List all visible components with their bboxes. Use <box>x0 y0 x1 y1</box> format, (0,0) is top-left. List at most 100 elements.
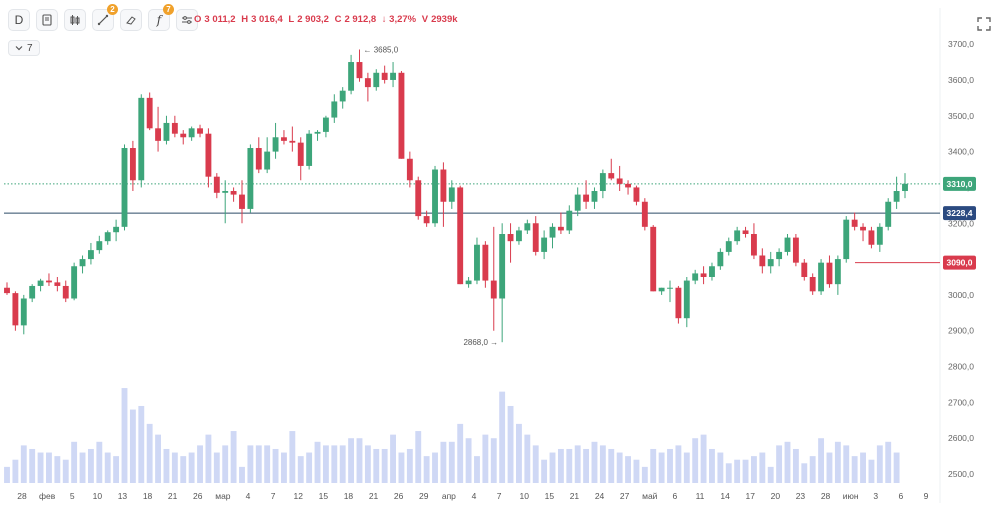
volume-bar <box>171 452 178 483</box>
studies-count: 7 <box>27 42 33 54</box>
volume-bar <box>71 441 78 483</box>
x-tick-label: 20 <box>771 491 781 501</box>
x-tick-label: апр <box>442 491 456 501</box>
volume-bar <box>868 459 875 483</box>
volume-bar <box>239 466 245 483</box>
volume-bar <box>843 445 850 483</box>
volume-bar <box>322 445 329 483</box>
candle-body <box>289 140 296 143</box>
candle-body <box>348 62 355 91</box>
x-tick-label: 14 <box>720 491 730 501</box>
x-tick-label: 29 <box>419 491 429 501</box>
settings-button[interactable] <box>176 9 198 31</box>
candle-body <box>230 191 237 195</box>
volume-bar <box>272 448 279 483</box>
volume-bar <box>348 438 355 483</box>
volume-bar <box>306 452 313 483</box>
x-tick-label: май <box>642 491 658 501</box>
fullscreen-icon[interactable] <box>976 16 992 32</box>
x-tick-label: 6 <box>673 491 678 501</box>
candle-body <box>87 250 94 260</box>
indicators-button[interactable]: f 7 <box>148 4 174 31</box>
candle-body <box>272 137 279 152</box>
candle-body <box>415 180 422 217</box>
volume-bar <box>499 391 506 483</box>
x-tick-label: 3 <box>873 491 878 501</box>
volume-bar <box>104 452 111 483</box>
candle-body <box>423 216 430 224</box>
volume-bar <box>29 448 36 483</box>
volume-bar <box>213 452 220 483</box>
candle-body <box>557 226 564 231</box>
x-tick-label: мар <box>215 491 231 501</box>
volume-bar <box>364 445 371 483</box>
candle-body <box>213 176 220 193</box>
candle-body <box>809 276 816 292</box>
volume-bar <box>482 434 489 483</box>
candle-body <box>163 122 170 141</box>
studies-toggle[interactable]: 7 <box>8 40 40 56</box>
candle-body <box>725 241 732 252</box>
candle-body <box>71 266 78 299</box>
volume-bar <box>776 445 783 483</box>
eraser-button[interactable] <box>120 9 142 31</box>
candle-body <box>641 201 648 227</box>
y-tick-label: 3700,0 <box>948 39 974 49</box>
volume-bar <box>683 452 690 483</box>
candle-body <box>860 226 866 231</box>
x-tick-label: 11 <box>696 491 705 501</box>
y-tick-label: 2500,0 <box>948 469 974 479</box>
current-price-label: 3310,0 <box>947 179 973 189</box>
volume-bar <box>205 434 212 483</box>
eraser-icon <box>126 16 136 25</box>
interval-button[interactable]: D <box>8 9 30 31</box>
volume-bar <box>87 448 94 483</box>
document-icon <box>42 14 52 26</box>
volume-bar <box>759 452 766 483</box>
volume-bar <box>893 452 900 483</box>
candle-body <box>432 169 438 224</box>
candle-body <box>474 244 480 281</box>
max-annotation: ← 3685,0 <box>363 45 398 54</box>
volume-bar <box>574 445 581 483</box>
volume-bar <box>247 445 254 483</box>
volume-bar <box>423 456 430 483</box>
volume-bar <box>549 452 556 483</box>
x-tick-label: 28 <box>821 491 831 501</box>
volume-bar <box>113 456 120 483</box>
candle-body <box>364 78 371 88</box>
candle-body <box>239 194 245 209</box>
candle-body <box>297 142 304 166</box>
y-tick-label: 3400,0 <box>948 147 974 157</box>
candle-body <box>851 219 858 227</box>
volume-bar <box>801 463 808 483</box>
volume-bar <box>885 441 892 483</box>
function-icon: f <box>156 13 162 27</box>
candle-body <box>79 259 86 267</box>
candle-body <box>96 241 103 251</box>
candle-body <box>893 191 900 202</box>
candle-body <box>516 230 522 242</box>
y-tick-label: 2600,0 <box>948 433 974 443</box>
volume-bar <box>709 448 715 483</box>
candle-body <box>331 101 338 118</box>
candle-body <box>784 237 791 252</box>
candle-body <box>633 187 640 202</box>
volume-bar <box>448 441 455 483</box>
x-tick-label: 18 <box>143 491 153 501</box>
chart-type-button[interactable] <box>64 9 86 31</box>
volume-bar <box>599 445 606 483</box>
candle-body <box>549 226 556 238</box>
volume-bar <box>658 452 665 483</box>
compare-button[interactable] <box>36 9 58 31</box>
volume-bar <box>54 456 61 483</box>
volume-bar <box>457 423 464 483</box>
x-tick-label: 26 <box>193 491 203 501</box>
candle-body <box>197 128 203 134</box>
drawing-tools-button[interactable]: 2 <box>92 4 118 31</box>
candle-body <box>692 273 699 281</box>
close-value: 2 912,8 <box>344 14 377 25</box>
volume-bar <box>692 438 699 483</box>
volume-bar <box>465 438 472 483</box>
